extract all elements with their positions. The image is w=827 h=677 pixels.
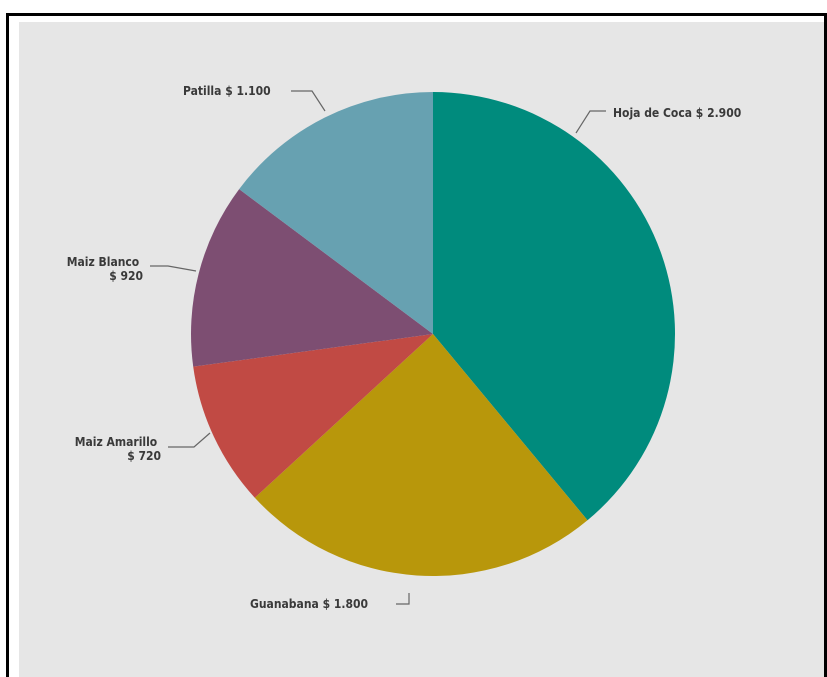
leader-lines bbox=[150, 90, 606, 605]
leader-guanabana bbox=[396, 593, 410, 605]
data-label-hoja-de-coca: Hoja de Coca $ 2.900 bbox=[613, 106, 741, 120]
pie-slice-guanabana[interactable] bbox=[254, 334, 588, 577]
data-label-maiz-blanco: Maiz Blanco $ 920 bbox=[67, 255, 143, 283]
data-label-patilla: Patilla $ 1.100 bbox=[183, 84, 271, 98]
data-label-guanabana: Guanabana $ 1.800 bbox=[250, 597, 368, 611]
pie-slice-hoja-de-coca[interactable] bbox=[433, 92, 676, 521]
leader-maiz-blanco bbox=[150, 265, 197, 272]
pie-slice-maiz-blanco[interactable] bbox=[191, 189, 433, 367]
leader-hoja-de-coca bbox=[575, 110, 606, 134]
pie-slice-patilla[interactable] bbox=[239, 92, 433, 334]
leader-patilla bbox=[291, 90, 326, 112]
pie-slice-maiz-amarillo[interactable] bbox=[193, 334, 433, 498]
leader-maiz-amarillo bbox=[168, 432, 211, 448]
data-label-maiz-amarillo: Maiz Amarillo $ 720 bbox=[75, 435, 161, 463]
pie-slices bbox=[191, 92, 676, 577]
